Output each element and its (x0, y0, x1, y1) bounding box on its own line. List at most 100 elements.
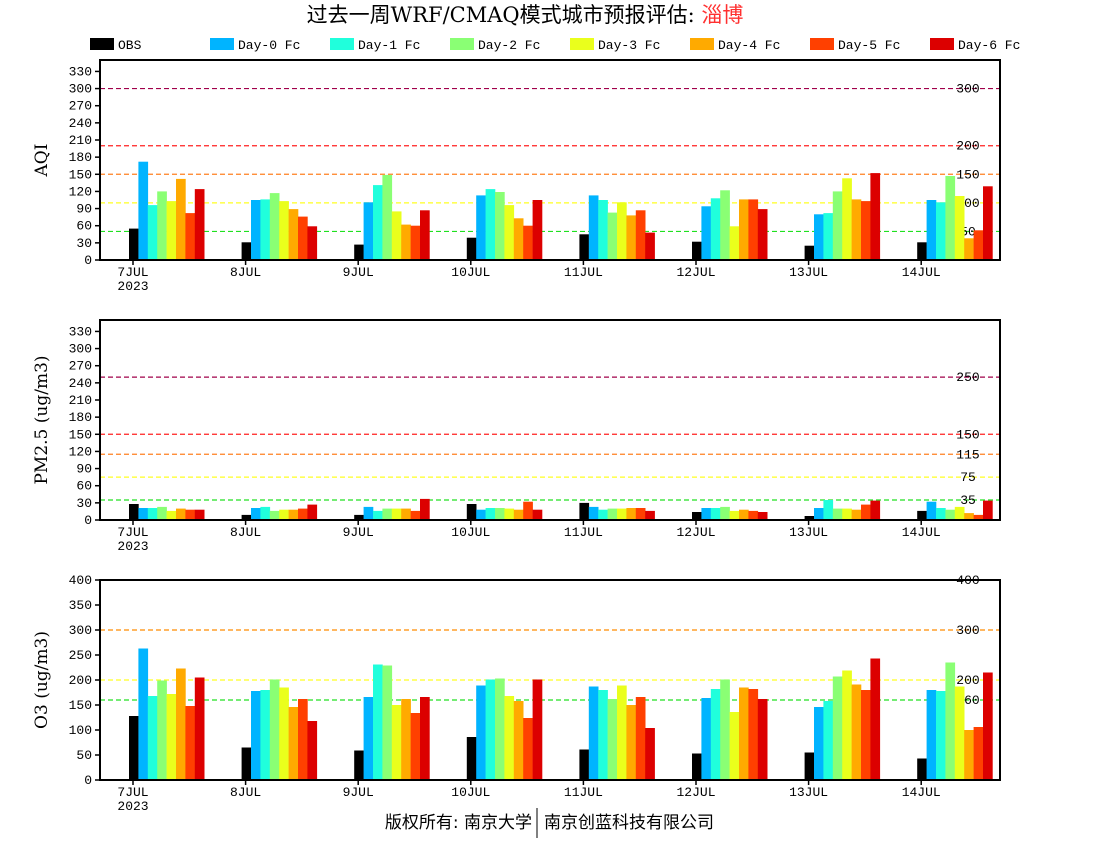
bar (532, 200, 543, 260)
bar (363, 697, 374, 780)
bar (842, 178, 852, 260)
bar (607, 699, 618, 780)
panel-2: 250 150 115 75 35 0 30 60 90 120 150 180 210 240 270 30… (32, 319, 1001, 554)
bar (842, 670, 852, 780)
bar (354, 514, 364, 520)
legend-label: Day-4 Fc (718, 38, 780, 53)
bar (176, 178, 186, 260)
bar (504, 508, 515, 520)
bar (166, 510, 177, 520)
bar (973, 230, 984, 260)
bar (410, 225, 421, 260)
x-tick-label: 13JUL (789, 265, 828, 280)
x-tick-label: 7JUL (117, 785, 148, 800)
y-tick-label: 150 (69, 167, 92, 182)
bar (739, 509, 749, 520)
bar (936, 508, 946, 520)
y-tick-label: 150 (69, 427, 92, 442)
x-tick-label: 9JUL (343, 525, 374, 540)
bar (579, 234, 590, 260)
y-tick-label: 300 (69, 82, 92, 97)
legend-label: Day-0 Fc (238, 38, 300, 53)
bar (626, 215, 637, 260)
bar (147, 205, 158, 260)
bar (420, 697, 430, 780)
bar (523, 501, 533, 520)
legend-label: Day-1 Fc (358, 38, 420, 53)
y-tick-label: 270 (69, 359, 92, 374)
bar (504, 205, 515, 260)
bar (157, 506, 167, 520)
panels: 3002001501005003060901201501802102402703… (32, 59, 1001, 814)
bar (936, 202, 946, 260)
x-tick-label: 13JUL (789, 525, 828, 540)
y-tick-label: 120 (69, 444, 92, 459)
y-tick-label: 150 (69, 698, 92, 713)
y-tick-label: 350 (69, 598, 92, 613)
bar (635, 508, 646, 520)
x-tick-label: 9JUL (343, 265, 374, 280)
bar (185, 509, 196, 520)
x-tick-label: 12JUL (676, 525, 715, 540)
x-tick-label: 11JUL (564, 785, 603, 800)
bar (251, 200, 261, 260)
bar (401, 699, 411, 780)
bar (176, 668, 186, 780)
bar (870, 500, 881, 520)
bar (861, 690, 871, 780)
bar (194, 509, 205, 520)
bar (832, 191, 843, 260)
bar (476, 509, 486, 520)
y-tick-label: 330 (69, 324, 92, 339)
bar (485, 189, 496, 260)
bar (391, 508, 402, 520)
bar (701, 206, 712, 260)
threshold-label: 150 (956, 427, 979, 442)
bar (739, 199, 749, 260)
bar (645, 510, 655, 520)
y-axis-label: AQI (32, 144, 52, 178)
x-tick-label: 9JUL (343, 785, 374, 800)
bar (598, 690, 608, 780)
bar (954, 506, 965, 520)
bar (720, 679, 730, 780)
x-tick-label: 12JUL (676, 785, 715, 800)
bar (626, 705, 637, 780)
bar (382, 174, 393, 260)
bar (729, 510, 740, 520)
y-tick-label: 90 (76, 462, 92, 477)
x-tick-label: 14JUL (902, 525, 941, 540)
bar (466, 737, 477, 780)
threshold-label: 35 (960, 493, 976, 508)
bar (269, 510, 280, 520)
panel-3: 4003002001600501001502002503003504007JUL… (32, 573, 1001, 814)
bar (523, 718, 533, 780)
bar (617, 508, 627, 520)
bar (354, 750, 364, 780)
bar (260, 506, 271, 520)
legend-swatch (450, 38, 474, 50)
y-tick-label: 180 (69, 150, 92, 165)
bar (710, 689, 721, 780)
bar (814, 214, 824, 260)
bar (269, 679, 280, 780)
bar (983, 500, 993, 520)
bar (936, 691, 946, 780)
bar (363, 202, 374, 260)
y-tick-label: 300 (69, 342, 92, 357)
bar (410, 510, 421, 520)
bar (166, 694, 177, 780)
bar (307, 721, 318, 780)
legend-swatch (90, 38, 114, 50)
x-tick-label: 10JUL (451, 525, 490, 540)
bar (861, 201, 871, 260)
x-tick-label: 14JUL (902, 265, 941, 280)
y-tick-label: 300 (69, 623, 92, 638)
bar (739, 687, 749, 780)
bar (832, 508, 843, 520)
plot-frame (99, 59, 1001, 261)
bar (757, 209, 768, 260)
y-tick-label: 90 (76, 202, 92, 217)
bar (401, 224, 411, 260)
